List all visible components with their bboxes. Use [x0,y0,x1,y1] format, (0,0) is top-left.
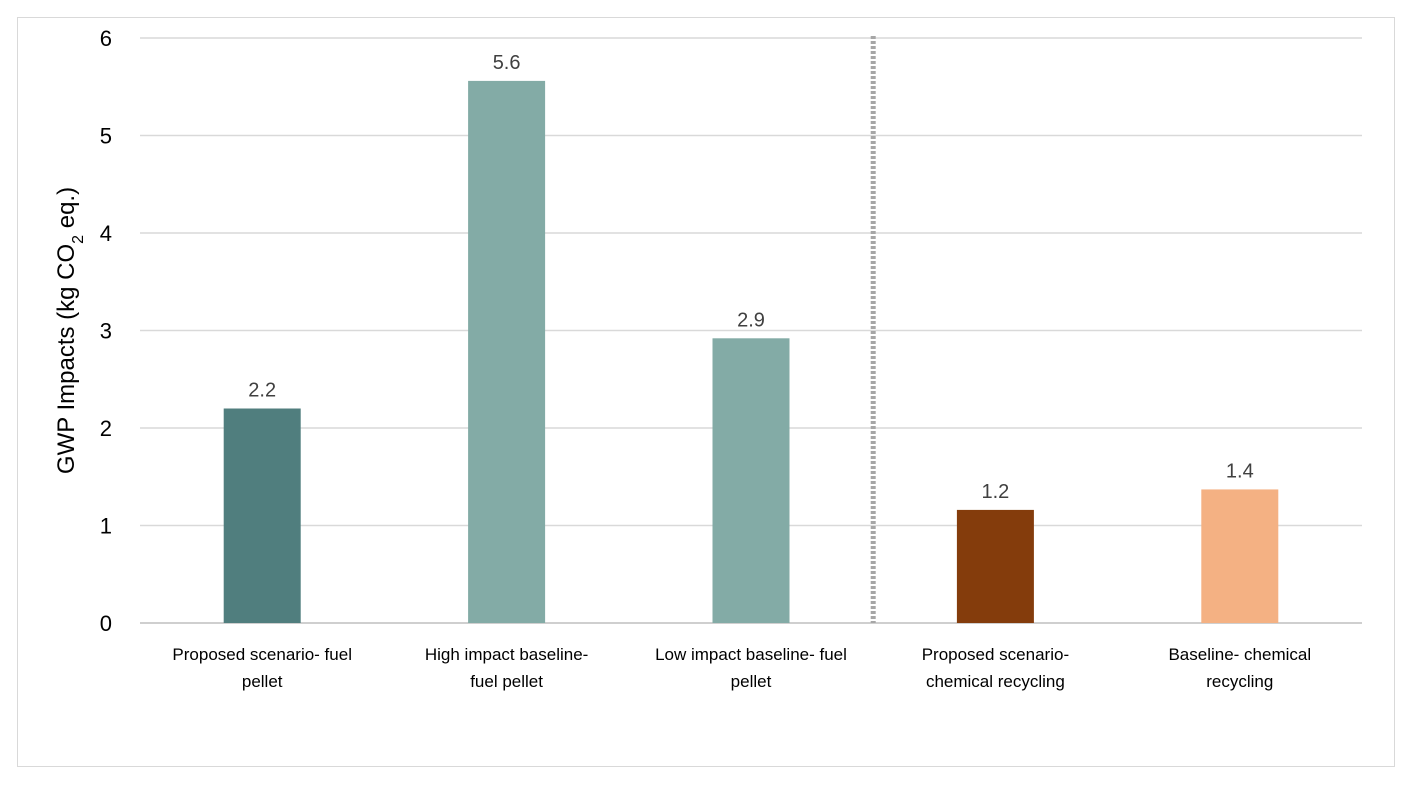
category-label: Low impact baseline- fuel [655,645,847,664]
gridlines [140,37,1362,624]
y-tick-label: 5 [100,124,112,149]
y-tick-label: 2 [100,416,112,441]
y-tick-label: 0 [100,611,112,636]
data-label: 1.4 [1226,460,1254,482]
bar [223,408,301,623]
data-labels: 2.2 5.6 2.9 1.2 1.4 [248,52,1253,503]
category-label: recycling [1206,672,1273,691]
y-tick-label: 6 [100,26,112,51]
y-tick-label: 3 [100,319,112,344]
y-axis-title: GWP Impacts (kg CO2 eq.) [53,187,87,474]
data-label: 1.2 [981,481,1009,503]
data-label: 2.9 [737,309,765,331]
category-label: Proposed scenario- [922,645,1069,664]
chart-frame [17,17,1395,767]
data-label: 5.6 [493,52,521,74]
bar [956,509,1034,623]
category-label: chemical recycling [926,672,1065,691]
data-label: 2.2 [248,380,276,402]
y-tick-label: 4 [100,221,112,246]
category-label: pellet [731,672,772,691]
bar [712,338,790,623]
category-label: Proposed scenario- fuel [172,645,352,664]
bars [223,80,1279,623]
category-label: High impact baseline- [425,645,588,664]
category-labels: Proposed scenario- fuel pellet High impact… [172,645,1311,691]
y-tick-label: 1 [100,514,112,539]
y-axis-ticks: 0 1 2 3 4 5 6 [100,26,112,636]
bar [1201,489,1279,623]
y-axis-title-end: eq.) [53,187,80,235]
category-label: fuel pellet [470,672,543,691]
category-label: pellet [242,672,283,691]
y-axis-title-main: GWP Impacts (kg CO [53,244,80,474]
y-axis-title-subscript: 2 [70,235,87,244]
category-label: Baseline- chemical [1168,645,1311,664]
bar [468,80,546,623]
